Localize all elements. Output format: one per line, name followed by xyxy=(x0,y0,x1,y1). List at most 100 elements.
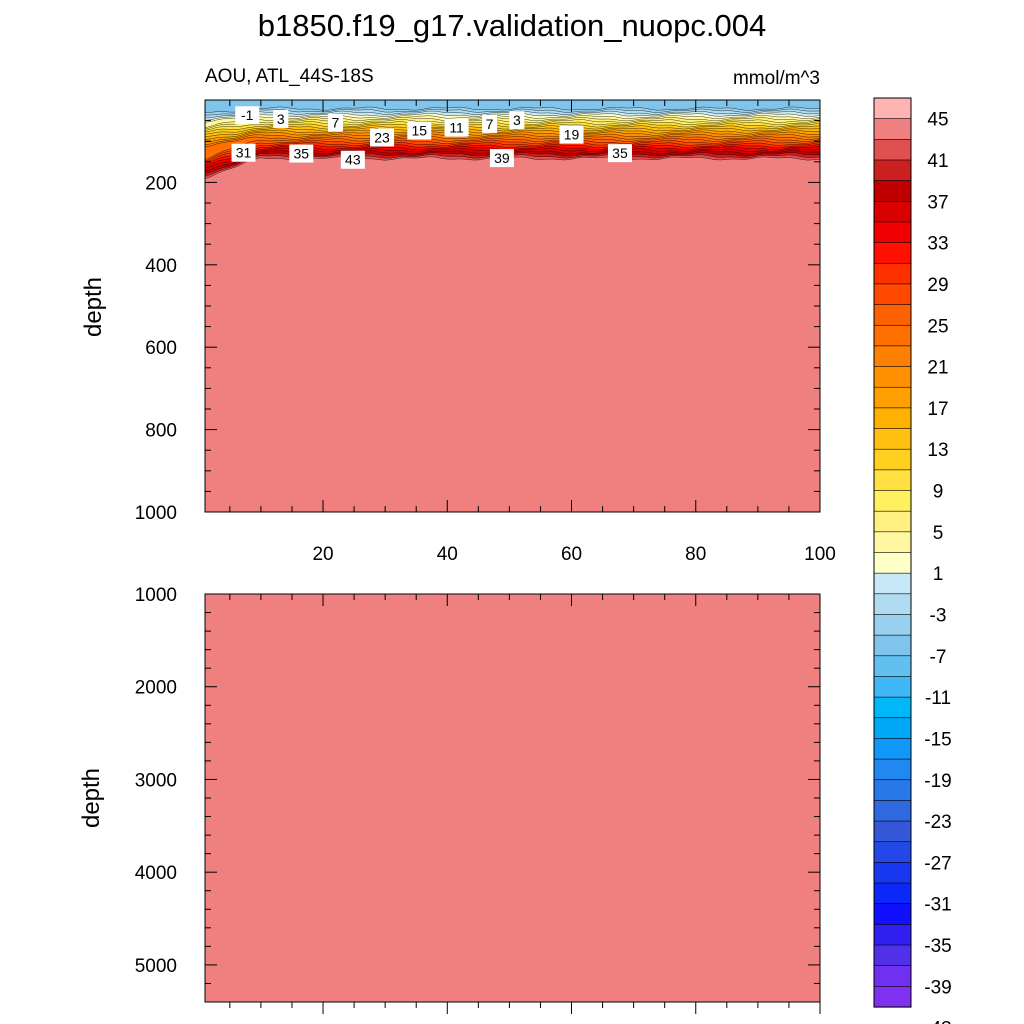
x-tick-label: 60 xyxy=(561,544,582,565)
colorbar: 45 41 37 33 29 25 21 17 13 9 5 1 -3 -7 -11 -15 -19 -23 -27… xyxy=(873,97,952,1024)
y-tick-label: 400 xyxy=(145,256,177,277)
contour-label: -1 xyxy=(241,107,254,123)
colorbar-swatch xyxy=(873,428,912,450)
colorbar-swatch xyxy=(873,634,912,657)
contour-label: 15 xyxy=(412,122,428,138)
colorbar-label: 41 xyxy=(927,151,948,172)
colorbar-swatch xyxy=(873,118,912,140)
colorbar-label: 45 xyxy=(927,110,948,131)
colorbar-swatch xyxy=(873,903,912,925)
colorbar-swatch xyxy=(873,201,912,223)
contour-label-bg xyxy=(235,106,260,125)
contour-label-bg xyxy=(289,144,314,163)
contour-line xyxy=(205,131,820,143)
colorbar-label: 1 xyxy=(933,564,944,585)
x-tick-label: 100 xyxy=(804,544,836,565)
colorbar-label: -11 xyxy=(925,688,951,709)
colorbar-swatch xyxy=(873,180,912,202)
colorbar-swatch xyxy=(873,490,912,512)
x-ticks: 20 40 60 80 100 xyxy=(229,100,836,565)
contour-line xyxy=(205,127,820,137)
contour-label: 3 xyxy=(513,112,521,128)
colorbar-swatch xyxy=(873,655,912,678)
colorbar-swatch xyxy=(873,366,912,388)
colorbar-swatch xyxy=(873,448,912,471)
colorbar-swatch xyxy=(873,304,912,326)
chart-title: b1850.f19_g17.validation_nuopc.004 xyxy=(258,8,767,43)
contour-label-bg xyxy=(327,113,343,132)
colorbar-swatch xyxy=(873,407,912,430)
colorbar-swatch xyxy=(873,552,912,574)
contour-line xyxy=(205,106,820,113)
colorbar-swatch xyxy=(873,758,912,781)
colorbar-swatch xyxy=(873,531,912,554)
upper-y-ticks: 200 400 600 800 1000 xyxy=(135,120,820,524)
contour-label-bg xyxy=(340,150,365,169)
contour-label: 35 xyxy=(612,145,628,161)
colorbar-swatch xyxy=(873,510,912,533)
colorbar-label: 13 xyxy=(927,440,948,461)
x-tick-label: 20 xyxy=(312,544,333,565)
colorbar-swatch xyxy=(873,862,912,884)
contour-label-bg xyxy=(482,114,498,133)
colorbar-swatch xyxy=(873,97,912,120)
colorbar-swatch xyxy=(873,841,912,863)
colorbar-label: -39 xyxy=(924,977,951,998)
colorbar-label: -43 xyxy=(924,1019,951,1024)
contour-label-bg xyxy=(231,143,256,162)
contour-label: 11 xyxy=(449,120,464,136)
colorbar-swatch xyxy=(873,324,912,347)
colorbar-label: 21 xyxy=(927,358,948,379)
lower-panel: 1000 2000 3000 4000 5000 xyxy=(135,585,821,1014)
x-tick-label: 80 xyxy=(685,544,706,565)
colorbar-label: -15 xyxy=(924,729,951,750)
contour-label-bg xyxy=(559,125,584,144)
colorbar-swatch xyxy=(873,800,912,822)
y-tick-label: 200 xyxy=(145,173,177,194)
colorbar-label: -19 xyxy=(924,771,951,792)
contour-label: 43 xyxy=(345,152,361,168)
colorbar-label: -23 xyxy=(924,812,951,833)
colorbar-label: 33 xyxy=(927,234,948,255)
contour-label: 19 xyxy=(564,127,580,143)
colorbar-label: 25 xyxy=(927,316,948,337)
contour-label-bg xyxy=(407,121,432,140)
y-tick-label: 800 xyxy=(145,421,177,442)
contour-label-bg xyxy=(607,144,632,163)
chart-subtitle-left: AOU, ATL_44S-18S xyxy=(205,66,374,87)
colorbar-swatch xyxy=(873,283,912,306)
contour-label-bg xyxy=(444,118,469,137)
contour-line xyxy=(205,141,820,163)
colorbar-swatch xyxy=(873,738,912,760)
colorbar-swatch xyxy=(873,159,912,182)
colorbar-swatch xyxy=(873,965,912,987)
colorbar-swatch xyxy=(873,820,912,843)
deep-fill xyxy=(205,100,820,512)
upper-panel: -1 3 7 23 15 11 7 3 19 31 35 43 39 35 200 400 600 800 1000… xyxy=(135,99,836,565)
colorbar-label: 37 xyxy=(927,192,948,213)
colorbar-swatch xyxy=(873,882,912,905)
colorbar-swatch xyxy=(873,242,912,264)
x-tick-label: 40 xyxy=(437,544,458,565)
colorbar-label: 17 xyxy=(927,399,948,420)
contour-label-bg xyxy=(273,109,289,128)
upper-y-axis-label: depth xyxy=(80,277,107,337)
y-tick-label: 5000 xyxy=(135,956,177,977)
contour-label-bg xyxy=(509,111,525,130)
colorbar-swatch xyxy=(873,469,912,492)
chart-units: mmol/m^3 xyxy=(733,68,820,89)
colorbar-label: 9 xyxy=(933,482,944,503)
lower-y-ticks: 1000 2000 3000 4000 5000 xyxy=(135,585,821,1014)
colorbar-swatch xyxy=(873,779,912,802)
contour-label: 7 xyxy=(486,116,494,132)
colorbar-swatch xyxy=(873,614,912,636)
colorbar-swatch xyxy=(873,676,912,698)
y-tick-label: 600 xyxy=(145,338,177,359)
colorbar-label: 29 xyxy=(927,275,948,296)
contour-label: 23 xyxy=(374,129,390,145)
contour-label: 31 xyxy=(236,145,252,161)
contour-label: 39 xyxy=(494,150,510,166)
upper-contour-fill: -1 3 7 23 15 11 7 3 19 31 35 43 39 35 xyxy=(205,100,820,512)
colorbar-label: -27 xyxy=(924,853,951,874)
contour-band xyxy=(205,100,820,113)
